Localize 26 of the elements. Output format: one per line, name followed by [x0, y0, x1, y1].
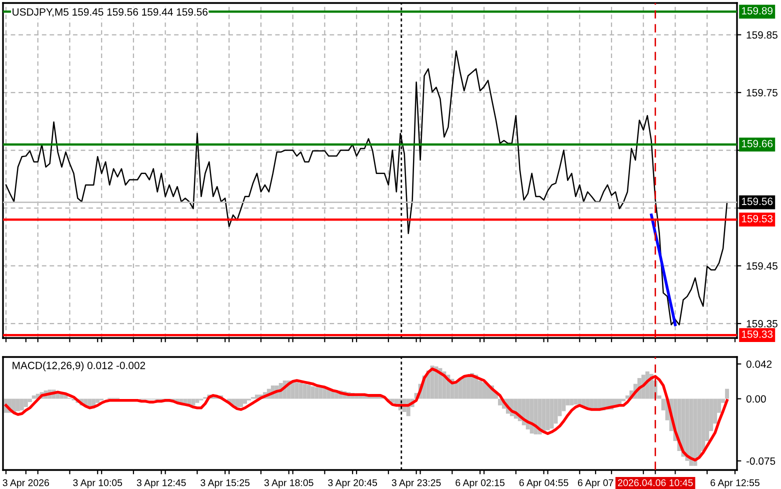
ref-line-label: 159.89	[742, 7, 773, 14]
x-tick-label: 6 Apr 02:15	[456, 479, 505, 488]
chart-title: MACD(12,26,9) 0.012 -0.002	[12, 362, 146, 372]
y-tick-label: 159.45	[746, 262, 778, 270]
chart-title: USDJPY,M5 159.45 159.56 159.44 159.56	[12, 8, 208, 17]
x-tick-label: 6 Apr 07	[578, 479, 614, 488]
ref-line-label: 159.66	[742, 140, 773, 148]
x-tick-label: 3 Apr 2026	[2, 479, 49, 488]
x-tick-label: 3 Apr 18:05	[264, 479, 314, 488]
y-tick-label: 159.35	[746, 320, 778, 328]
y-tick-label: 0.00	[746, 395, 766, 403]
ref-line-label: 159.53	[742, 215, 773, 222]
y-tick-label: 0.042	[746, 360, 772, 368]
ref-line-label: 159.56	[742, 198, 773, 206]
y-tick-label: 159.85	[746, 31, 778, 39]
y-tick-label: -0.075	[746, 457, 776, 465]
x-tick-label: 3 Apr 12:45	[136, 479, 186, 488]
x-tick-label: 3 Apr 10:05	[73, 479, 122, 488]
ref-line-label: 159.33	[742, 330, 773, 338]
x-tick-label: 2026.04.06 10:45	[618, 479, 693, 486]
x-tick-label: 6 Apr 12:55	[710, 479, 760, 488]
x-tick-label: 6 Apr 04:55	[519, 479, 568, 488]
y-tick-label: 159.75	[746, 89, 778, 96]
x-tick-label: 3 Apr 20:45	[328, 479, 378, 488]
x-tick-label: 3 Apr 15:25	[200, 479, 250, 488]
x-tick-label: 3 Apr 23:25	[392, 479, 441, 488]
